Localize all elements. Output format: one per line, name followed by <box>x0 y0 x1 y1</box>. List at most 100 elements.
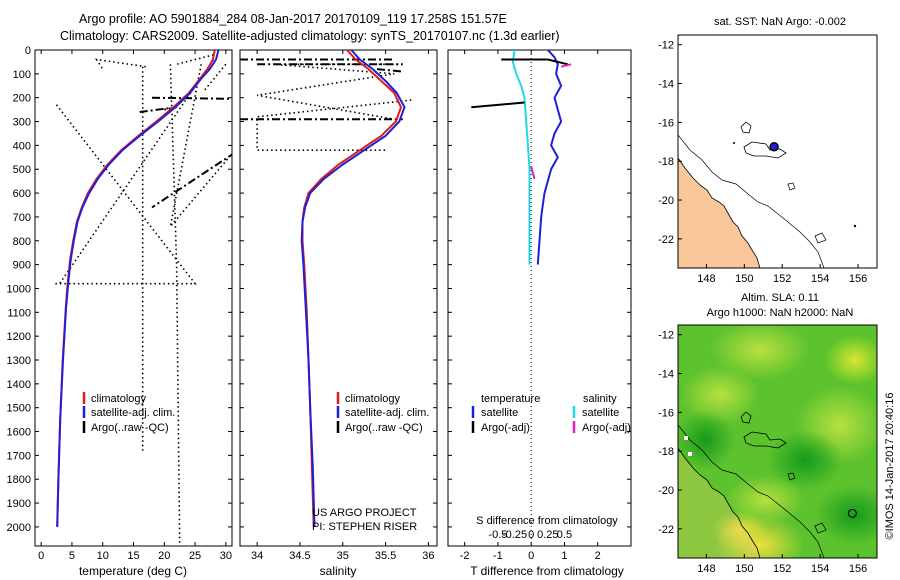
sst-australia-land <box>678 157 761 268</box>
series-line-s-satellite <box>511 50 531 265</box>
s-difference-tick-label: -0.5 <box>488 529 507 541</box>
depth-tick-label: 1600 <box>7 427 31 439</box>
depth-tick-label: 1400 <box>7 379 31 391</box>
x-tick-label: 0 <box>528 550 534 562</box>
depth-tick-label: 1800 <box>7 474 31 486</box>
s-difference-tick-label: 0.5 <box>557 529 572 541</box>
sla-map-panel: Altim. SLA: 0.11 Argo h1000: NaN h2000: … <box>658 292 878 575</box>
depth-tick-label: 1000 <box>7 283 31 295</box>
depth-tick-label: 800 <box>13 236 31 248</box>
s-difference-tick-label: 0.25 <box>537 529 558 541</box>
argo-qc-trace <box>151 153 232 209</box>
project-credit: US ARGO PROJECT <box>312 507 417 519</box>
argo-qc-trace <box>376 68 403 73</box>
sla-reef-contour-small <box>787 472 796 481</box>
depth-tick-label: 200 <box>13 93 31 105</box>
x-tick-label: 0 <box>38 550 44 562</box>
depth-tick-label: 1200 <box>7 331 31 343</box>
argo-difference-trace <box>471 101 525 109</box>
argo-qc-trace <box>151 96 232 100</box>
difference-legend: temperature satellite Argo(-adj) salinit… <box>471 393 631 434</box>
latitude-tick-label: -22 <box>658 524 674 536</box>
s-difference-tick-label: -0.25 <box>502 529 527 541</box>
longitude-tick-label: 154 <box>811 563 829 575</box>
depth-tick-label: 1500 <box>7 403 31 415</box>
depth-tick-label: 100 <box>13 69 31 81</box>
sla-blob <box>825 335 877 385</box>
series-line-satellite-adj-clim- <box>300 50 406 527</box>
depth-tick-label: 700 <box>13 212 31 224</box>
salinity-panel: 34 34.5 35 35.5 36 salinity climatology sate… <box>239 49 438 578</box>
legend-label-climatology: climatology <box>345 393 401 405</box>
sla-willis-contour <box>743 431 787 449</box>
latitude-tick-label: -14 <box>658 369 674 381</box>
legend-label-t-satellite: satellite <box>481 407 518 419</box>
temperature-legend: climatology satellite-adj. clim. Argo(..… <box>82 392 175 434</box>
x-tick-label: 36 <box>422 550 434 562</box>
x-tick-label: 34 <box>251 550 263 562</box>
longitude-tick-label: 152 <box>773 563 791 575</box>
latitude-tick-label: -22 <box>658 234 674 246</box>
latitude-tick-label: -16 <box>658 117 674 129</box>
sst-map-panel: sat. SST: NaN Argo: -0.002 148 150 152 154 1… <box>658 16 878 285</box>
depth-tick-label: 1900 <box>7 498 31 510</box>
legend-label-climatology: climatology <box>91 393 147 405</box>
legend-label-argo: Argo(..raw -QC) <box>91 422 169 434</box>
figure-title-line1: Argo profile: AO 5901884_284 08-Jan-2017… <box>79 12 507 26</box>
argo-qc-trace <box>176 54 214 66</box>
argo-qc-trace <box>53 104 197 285</box>
depth-tick-label: 900 <box>13 260 31 272</box>
series-line-t-satellite <box>536 50 563 265</box>
latitude-tick-label: -18 <box>658 156 674 168</box>
longitude-tick-label: 150 <box>735 273 753 285</box>
sst-map-title: sat. SST: NaN Argo: -0.002 <box>714 16 846 28</box>
x-tick-label: 15 <box>127 550 139 562</box>
x-tick-label: 25 <box>189 550 201 562</box>
s-difference-axis-label: S difference from climatology <box>476 515 618 527</box>
legend-label-s-satellite: satellite <box>582 407 619 419</box>
argo-difference-trace <box>547 58 569 66</box>
sst-marion-contour <box>814 232 827 244</box>
temperature-axis-label: temperature (deg C) <box>79 564 187 578</box>
sla-blob <box>678 410 735 470</box>
temperature-panel: 0 5 10 15 20 25 300100200300400500600700800900… <box>7 45 233 578</box>
latitude-tick-label: -16 <box>658 407 674 419</box>
latitude-tick-label: -20 <box>658 195 674 207</box>
argo-qc-trace <box>256 99 412 151</box>
sla-blob <box>815 485 877 545</box>
x-tick-label: 1 <box>561 550 567 562</box>
sla-blob <box>767 430 843 490</box>
latitude-tick-label: -18 <box>658 446 674 458</box>
latitude-tick-label: -12 <box>658 330 674 342</box>
sst-map-frame <box>677 34 878 269</box>
depth-tick-label: 1100 <box>7 307 31 319</box>
sla-heatmap <box>678 325 877 558</box>
sla-blob <box>680 365 760 425</box>
sla-blob <box>712 510 768 550</box>
sla-map-title-line1: Altim. SLA: 0.11 <box>741 292 819 304</box>
x-tick-label: 34.5 <box>289 550 310 562</box>
longitude-tick-label: 154 <box>811 273 829 285</box>
sst-willis-contour <box>743 141 787 159</box>
legend-label-satellite: satellite-adj. clim. <box>345 407 429 419</box>
legend-label-satellite: satellite-adj. clim. <box>91 407 175 419</box>
temperature-axes-frame <box>34 49 233 547</box>
sla-missing-cell <box>684 436 688 440</box>
x-tick-label: 5 <box>69 550 75 562</box>
depth-tick-label: 400 <box>13 140 31 152</box>
x-tick-label: -2 <box>460 550 470 562</box>
longitude-tick-label: 152 <box>773 273 791 285</box>
sla-missing-cell <box>688 452 692 456</box>
legend-title-temperature: temperature <box>481 393 540 405</box>
legend-label-argo: Argo(..raw -QC) <box>345 422 423 434</box>
argo-difference-trace <box>530 166 536 180</box>
latitude-tick-label: -20 <box>658 485 674 497</box>
sla-profile-location-marker <box>847 508 857 518</box>
depth-tick-label: 0 <box>25 45 31 57</box>
sla-reef-contour <box>740 411 752 424</box>
sla-blob <box>710 325 810 380</box>
depth-tick-label: 2000 <box>7 522 31 534</box>
difference-axes-frame <box>447 49 632 547</box>
argo-qc-trace <box>94 58 146 70</box>
figure-title-line2: Climatology: CARS2009. Satellite-adjuste… <box>60 29 560 43</box>
